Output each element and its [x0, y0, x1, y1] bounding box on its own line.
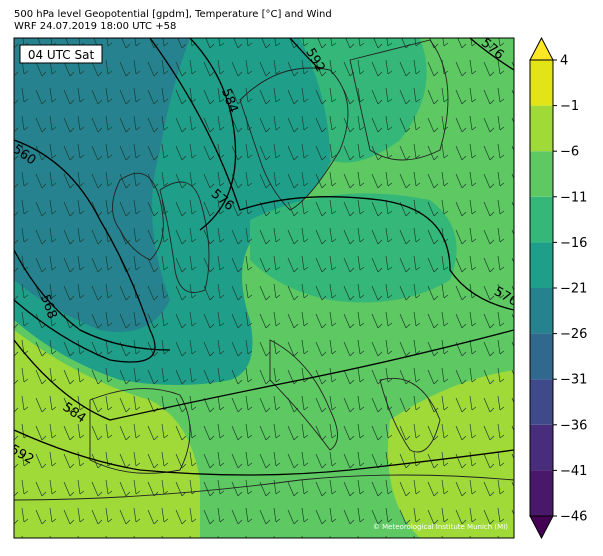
colorbar-tick-label: −6	[560, 145, 579, 160]
colorbar-extend-low	[529, 515, 554, 540]
contours	[14, 38, 514, 476]
colorbar-band	[530, 242, 553, 288]
colorbar-band	[530, 288, 553, 334]
colorbar-band	[530, 379, 553, 425]
time-label: 04 UTC Sat	[28, 48, 95, 62]
subtitle: WRF 24.07.2019 18:00 UTC +58	[14, 21, 176, 32]
colorbar-extend-high	[529, 36, 554, 61]
colorbar-band	[530, 151, 553, 197]
colorbar-tick-label: −11	[560, 190, 587, 205]
colorbar: −46 −41 −36 −31 −26 −21 −16 −11 −6 −1 4	[529, 36, 587, 540]
colorbar-band	[530, 60, 553, 106]
colorbar-band	[530, 424, 553, 471]
wind-barbs	[14, 38, 514, 538]
time-box	[19, 44, 103, 64]
title: 500 hPa level Geopotential [gpdm], Tempe…	[14, 9, 332, 20]
colorbar-tick-label: 4	[560, 54, 568, 69]
coastlines	[14, 39, 514, 501]
colorbar-tick-label: −31	[560, 373, 587, 388]
colorbar-tick-label: −21	[560, 282, 587, 297]
colorbar-tick-label: −16	[560, 236, 587, 251]
colorbar-band	[530, 333, 553, 380]
map-frame	[13, 37, 515, 539]
colorbar-tick-label: −41	[560, 464, 587, 479]
credit: © Meteorological Institute Munich (MI)	[373, 523, 508, 531]
colorbar-tick-label: −46	[560, 510, 587, 525]
colorbar-band	[530, 470, 553, 516]
colorbar-band	[530, 105, 553, 152]
colorbar-tick-label: −26	[560, 327, 587, 342]
colorbar-band	[530, 196, 553, 243]
colorbar-tick-label: −36	[560, 418, 587, 433]
colorbar-tick-label: −1	[560, 99, 579, 114]
